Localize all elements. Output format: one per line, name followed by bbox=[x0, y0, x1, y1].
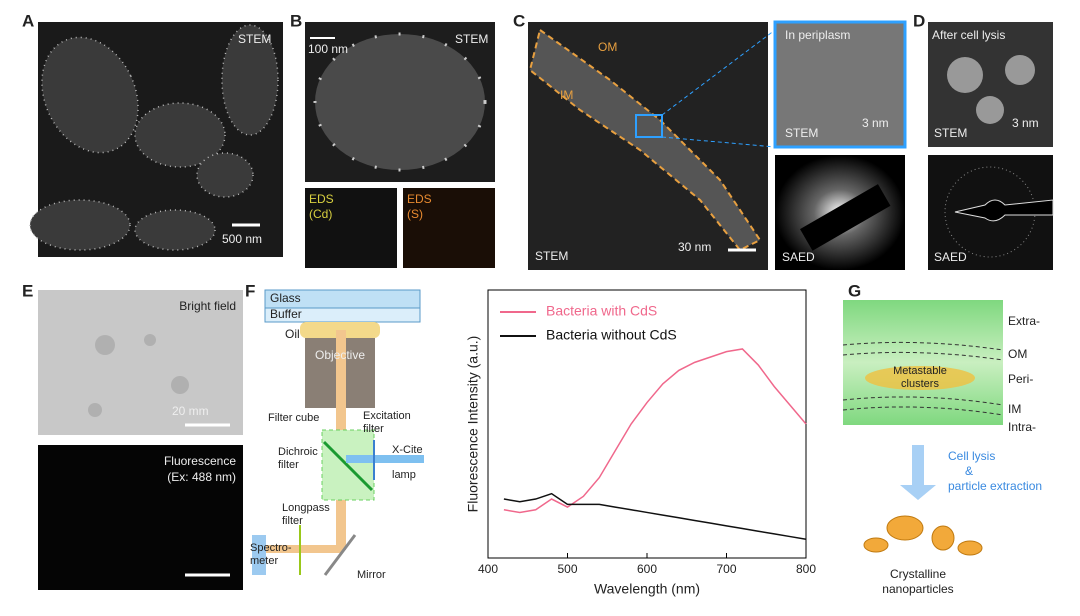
scale-label: 3 nm bbox=[862, 116, 889, 130]
cluster-label: Metastable bbox=[893, 365, 947, 377]
modality: STEM bbox=[455, 32, 488, 46]
process-label: particle extraction bbox=[948, 479, 1042, 493]
series-line bbox=[503, 492, 807, 540]
diagram-label: Longpass bbox=[282, 502, 330, 514]
saed-label: SAED bbox=[782, 250, 815, 264]
membrane-label: IM bbox=[560, 88, 573, 102]
diagram-label: Excitation bbox=[363, 410, 411, 422]
layer-label: Intra- bbox=[1008, 420, 1036, 434]
spectrometer bbox=[252, 535, 266, 575]
diagram-label: Spectro- bbox=[250, 542, 292, 554]
layer-label: Extra- bbox=[1008, 314, 1040, 328]
cells bbox=[29, 24, 279, 251]
diagram-label: filter bbox=[363, 423, 384, 435]
legend-label: Bacteria with CdS bbox=[546, 303, 657, 319]
diagram-label: Objective bbox=[315, 348, 365, 362]
product-label: Crystalline bbox=[890, 567, 946, 581]
diagram-label: Mirror bbox=[357, 569, 386, 581]
panel-label: G bbox=[848, 281, 861, 300]
diagram-label: Buffer bbox=[270, 307, 302, 321]
stem-image bbox=[928, 22, 1053, 147]
mirror bbox=[323, 534, 357, 576]
modality: STEM bbox=[238, 32, 271, 46]
excitation-path bbox=[346, 455, 424, 463]
cell-envelope bbox=[843, 300, 1003, 425]
fluorescence-image bbox=[38, 445, 243, 590]
zoom-box bbox=[635, 114, 663, 138]
cluster-label: clusters bbox=[901, 378, 939, 390]
modality: STEM bbox=[785, 126, 818, 140]
scale-label: 30 nm bbox=[678, 240, 711, 254]
fl-label: (Ex: 488 nm) bbox=[167, 470, 236, 484]
droplets bbox=[88, 334, 189, 417]
cell bbox=[313, 32, 487, 172]
diagram-label: lamp bbox=[392, 469, 416, 481]
modality: STEM bbox=[535, 249, 568, 263]
layer-label: IM bbox=[1008, 402, 1021, 416]
eds-label: (Cd) bbox=[309, 207, 332, 221]
scale-label: 20 mm bbox=[172, 404, 209, 418]
panel-label: D bbox=[913, 11, 925, 30]
panel-label: F bbox=[245, 281, 255, 300]
hr-image bbox=[773, 20, 907, 149]
modality: STEM bbox=[934, 126, 967, 140]
beam-stop bbox=[954, 199, 1054, 222]
diagram-label: meter bbox=[250, 555, 278, 567]
saed-label: SAED bbox=[934, 250, 967, 264]
spectrum-chart: 400 500 600 700 800 Wavelength (nm) Fluorescen… bbox=[465, 289, 816, 597]
diagram-label: filter bbox=[282, 515, 303, 527]
x-axis-label: Wavelength (nm) bbox=[594, 581, 700, 597]
x-tick-label: 400 bbox=[478, 562, 498, 576]
title: After cell lysis bbox=[932, 28, 1005, 42]
layer-label: OM bbox=[1008, 347, 1027, 361]
x-tick-label: 600 bbox=[637, 562, 657, 576]
diagram-label: Glass bbox=[270, 291, 301, 305]
x-tick-label: 500 bbox=[557, 562, 577, 576]
dichroic bbox=[322, 440, 374, 492]
scale-label: 500 nm bbox=[222, 232, 262, 246]
y-axis-label: Fluorescence Intensity (a.u.) bbox=[465, 336, 481, 513]
inset-title: In periplasm bbox=[785, 28, 850, 42]
beam-stop bbox=[800, 184, 891, 251]
eds-label: EDS bbox=[309, 192, 334, 206]
arrow bbox=[900, 445, 936, 500]
process-label: & bbox=[965, 464, 973, 478]
diagram-label: Filter cube bbox=[268, 412, 319, 424]
series-line bbox=[503, 348, 807, 514]
particles bbox=[947, 55, 1035, 124]
eds-label: (S) bbox=[407, 207, 423, 221]
layer-label: Peri- bbox=[1008, 372, 1033, 386]
x-tick-label: 800 bbox=[796, 562, 816, 576]
clusters bbox=[865, 366, 975, 390]
panel-label: E bbox=[22, 281, 33, 300]
diagram-label: Dichroic bbox=[278, 446, 318, 458]
membranes bbox=[842, 341, 1004, 416]
bf-label: Bright field bbox=[179, 299, 236, 313]
nanoparticles bbox=[863, 515, 983, 556]
scale-label: 3 nm bbox=[1012, 116, 1039, 130]
bright-field-image bbox=[38, 290, 243, 435]
spectro-path bbox=[262, 545, 342, 553]
diagram-label: X-Cite bbox=[392, 444, 423, 456]
fl-label: Fluorescence bbox=[164, 454, 236, 468]
legend-label: Bacteria without CdS bbox=[546, 327, 677, 343]
scale-label: 100 nm bbox=[308, 42, 348, 56]
panel-label: A bbox=[22, 11, 34, 30]
membrane-label: OM bbox=[598, 40, 617, 54]
membrane bbox=[528, 28, 762, 252]
panel-label: C bbox=[513, 11, 525, 30]
eds-map bbox=[403, 188, 495, 268]
eds-map bbox=[305, 188, 397, 268]
x-tick-label: 700 bbox=[716, 562, 736, 576]
diagram-label: Oil bbox=[285, 327, 300, 341]
panel-label: B bbox=[290, 11, 302, 30]
eds-label: EDS bbox=[407, 192, 432, 206]
zoom-line bbox=[661, 29, 776, 116]
diagram-label: filter bbox=[278, 459, 299, 471]
product-label: nanoparticles bbox=[882, 582, 953, 596]
process-label: Cell lysis bbox=[948, 449, 995, 463]
zoom-line bbox=[661, 136, 776, 148]
